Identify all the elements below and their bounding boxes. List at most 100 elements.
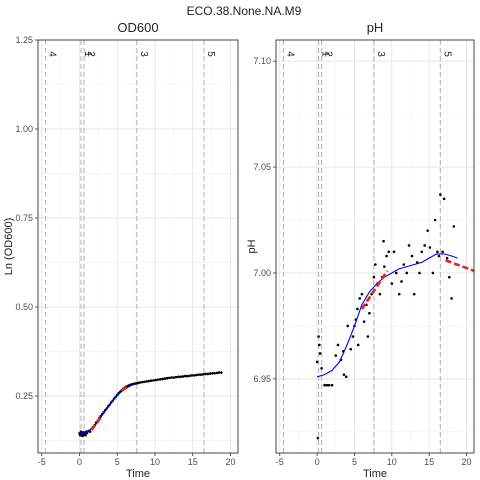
data-point [165, 376, 169, 380]
data-point [344, 375, 348, 379]
y-tick-label: 7.05 [253, 162, 271, 172]
data-point [206, 372, 210, 376]
data-point [349, 347, 353, 351]
data-point [356, 307, 359, 311]
event-line-label: 4 [284, 51, 295, 57]
y-tick-label: 0.25 [15, 391, 33, 401]
x-tick-label: 0 [315, 457, 320, 467]
data-point [441, 250, 444, 254]
data-point [147, 379, 151, 383]
data-point [145, 380, 148, 383]
panels: OD600-5 0 5 10 15 200.250.500.751.001.254 12 3 5… [3, 20, 475, 480]
data-point [179, 375, 182, 379]
data-point [152, 379, 155, 382]
data-point [433, 218, 437, 222]
data-point [436, 250, 439, 254]
event-line-label: 1 [82, 51, 93, 57]
data-point [420, 250, 423, 254]
data-point [327, 383, 331, 387]
y-tick-label: 7.10 [253, 56, 271, 66]
data-point [407, 244, 411, 247]
data-point [163, 377, 167, 380]
x-tick-label: 20 [462, 457, 472, 467]
data-point [334, 354, 338, 357]
figure-title: ECO.38.None.NA.M9 [187, 4, 302, 18]
data-point [392, 250, 396, 254]
data-point [390, 282, 394, 285]
data-point [215, 371, 219, 375]
data-point [88, 430, 92, 433]
plot-background [276, 40, 474, 453]
data-point [412, 292, 416, 296]
data-point [174, 375, 178, 379]
data-point [217, 371, 221, 374]
data-point [177, 375, 180, 379]
event-line-label: 1 [320, 51, 331, 57]
data-point [351, 335, 355, 338]
data-point [374, 263, 377, 266]
panel-od600: OD600 -5 0 5 10 15 20 0.25 0.50 0.75 1.00 1.25 4 12 3 5… [3, 20, 239, 480]
data-point [197, 373, 201, 376]
data-point [192, 374, 196, 377]
data-point [356, 343, 360, 347]
data-point [170, 376, 173, 379]
data-point [342, 373, 346, 376]
data-point [402, 263, 406, 266]
y-tick-label: 7.00 [253, 268, 271, 278]
x-tick-label: 5 [352, 457, 357, 467]
data-point [172, 376, 176, 379]
data-point [445, 256, 449, 260]
data-point [315, 360, 319, 364]
data-point [358, 297, 361, 300]
x-tick-label: 20 [225, 457, 235, 467]
data-point [378, 292, 382, 296]
event-line-label: 2 [85, 51, 96, 57]
data-point [387, 250, 391, 254]
data-point [431, 271, 435, 275]
data-point [383, 265, 386, 268]
data-point [372, 275, 376, 279]
data-point [405, 271, 409, 275]
data-point [450, 297, 453, 300]
data-point [397, 292, 401, 296]
y-tick-label: 1.00 [15, 124, 33, 134]
x-tick-label: 10 [387, 457, 397, 467]
data-point [323, 383, 326, 387]
data-point [426, 229, 429, 232]
data-point [190, 374, 194, 377]
panel-ph: pH -5 0 5 10 15 20 6.95 7.00 7.05 7.10 4 12 3 5 Time pH [246, 20, 475, 480]
x-axis-label: Time [363, 468, 387, 480]
data-point [394, 271, 398, 275]
panel-title: OD600 [117, 20, 158, 35]
x-tick-label: -5 [276, 457, 284, 467]
x-axis-label: Time [126, 468, 150, 480]
y-tick-label: 0.50 [15, 302, 33, 312]
panel-border [275, 39, 475, 454]
x-tick-label: 5 [115, 457, 120, 467]
data-point [186, 374, 189, 378]
data-point [437, 254, 441, 258]
data-point [181, 375, 185, 378]
event-line-label: 4 [47, 51, 58, 57]
y-axis-label: Ln (OD600) [3, 218, 15, 275]
rate-segment [360, 270, 389, 310]
data-point [362, 320, 366, 323]
data-point [201, 373, 205, 376]
data-point [138, 381, 142, 384]
data-point [317, 335, 320, 338]
data-point [336, 343, 340, 347]
event-line-label: 5 [205, 51, 216, 57]
x-tick-label: 0 [77, 457, 82, 467]
data-point [199, 373, 203, 376]
data-point [320, 366, 323, 370]
rate-segment [90, 414, 104, 431]
data-point [188, 374, 191, 378]
data-point [213, 371, 216, 375]
data-point [346, 324, 350, 328]
data-point [410, 254, 414, 258]
data-point [423, 244, 426, 247]
data-point [84, 433, 87, 437]
data-point [318, 352, 322, 355]
data-point [143, 380, 146, 384]
